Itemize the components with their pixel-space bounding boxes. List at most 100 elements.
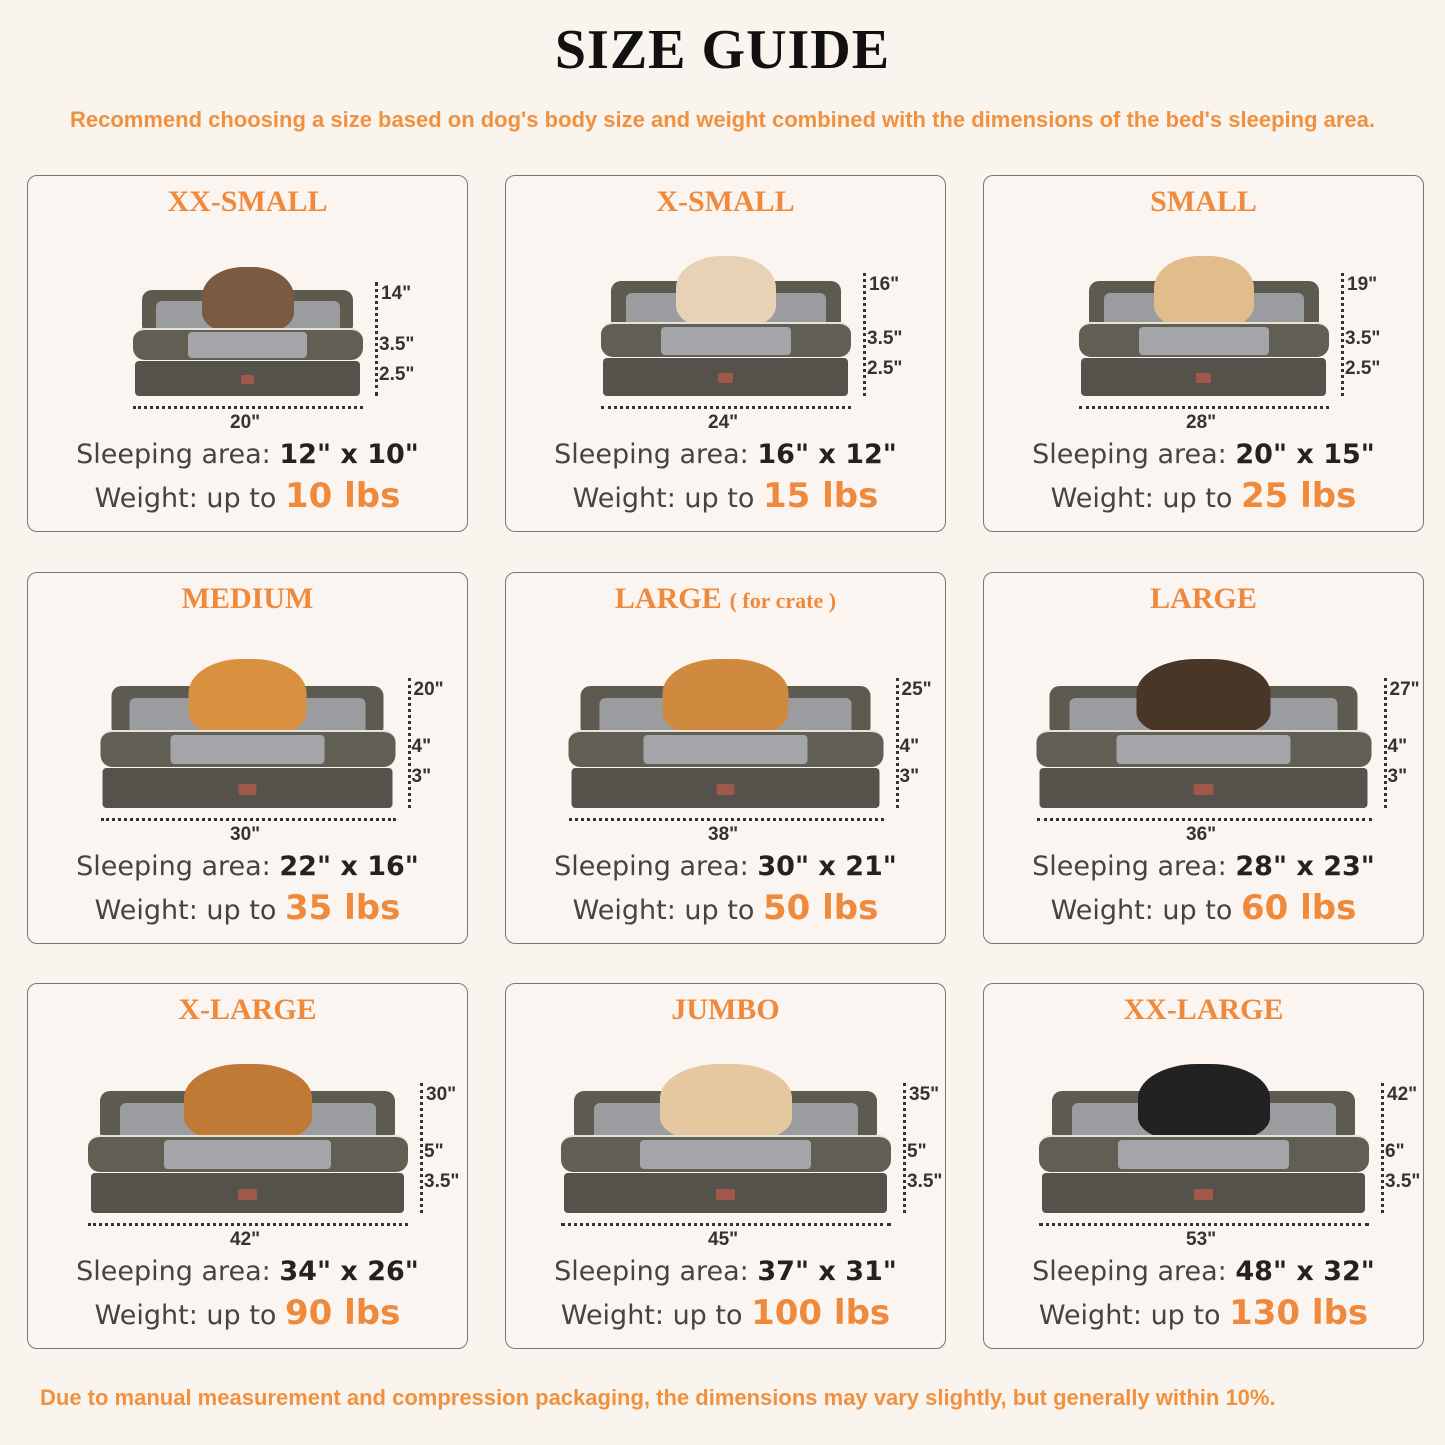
size-card: X-LARGE 42" 30" 5" 3.5" Sleeping area: 3… bbox=[27, 983, 468, 1349]
sleeping-area-value: 34" x 26" bbox=[279, 1256, 419, 1287]
side-height-dimension: 3.5" bbox=[867, 328, 903, 349]
size-name: LARGE bbox=[614, 582, 722, 615]
size-title: X-SMALL bbox=[506, 184, 945, 220]
size-card: JUMBO 45" 35" 5" 3.5" Sleeping area: 37"… bbox=[505, 983, 946, 1349]
pet-image bbox=[1153, 255, 1254, 327]
sleeping-area: Sleeping area: 48" x 32" bbox=[984, 1256, 1423, 1288]
width-measure-line bbox=[601, 406, 851, 409]
sleeping-area-value: 30" x 21" bbox=[757, 851, 897, 882]
weight-value: 50 lbs bbox=[762, 888, 879, 928]
weight-label: Weight: up to bbox=[560, 1300, 743, 1331]
base-height-dimension: 2.5" bbox=[379, 364, 415, 385]
size-title: JUMBO bbox=[506, 992, 945, 1028]
depth-dimension: 25" bbox=[901, 679, 932, 700]
size-name: MEDIUM bbox=[181, 582, 314, 615]
weight-limit: Weight: up to 35 lbs bbox=[28, 889, 467, 930]
size-name: X-SMALL bbox=[656, 185, 795, 218]
side-height-dimension: 3.5" bbox=[1345, 328, 1381, 349]
sleeping-area: Sleeping area: 37" x 31" bbox=[506, 1256, 945, 1288]
sleeping-area: Sleeping area: 30" x 21" bbox=[506, 851, 945, 883]
size-note: ( for crate ) bbox=[729, 588, 837, 613]
sleeping-area: Sleeping area: 28" x 23" bbox=[984, 851, 1423, 883]
height-measure-line bbox=[1341, 273, 1344, 396]
base-height-dimension: 3" bbox=[411, 766, 432, 787]
pet-image bbox=[201, 266, 294, 333]
weight-value: 90 lbs bbox=[284, 1293, 401, 1333]
sleeping-area-value: 12" x 10" bbox=[279, 439, 419, 470]
size-name: JUMBO bbox=[671, 993, 780, 1026]
side-height-dimension: 4" bbox=[899, 736, 920, 757]
weight-limit: Weight: up to 90 lbs bbox=[28, 1294, 467, 1335]
width-measure-line bbox=[1036, 818, 1372, 821]
weight-limit: Weight: up to 15 lbs bbox=[506, 477, 945, 518]
width-dimension: 36" bbox=[1186, 824, 1217, 845]
base-height-dimension: 3.5" bbox=[424, 1171, 460, 1192]
size-name: X-LARGE bbox=[178, 993, 317, 1026]
pet-image bbox=[188, 659, 307, 735]
side-height-dimension: 5" bbox=[424, 1141, 444, 1162]
sleeping-area: Sleeping area: 34" x 26" bbox=[28, 1256, 467, 1288]
bed-image-shiba-inu bbox=[568, 659, 883, 808]
height-measure-line bbox=[863, 273, 866, 396]
depth-dimension: 19" bbox=[1347, 274, 1378, 295]
width-measure-line bbox=[100, 818, 396, 821]
weight-value: 60 lbs bbox=[1240, 888, 1357, 928]
sleeping-area: Sleeping area: 12" x 10" bbox=[28, 439, 467, 471]
sleeping-area-value: 28" x 23" bbox=[1235, 851, 1375, 882]
sleeping-area-label: Sleeping area: bbox=[76, 1256, 271, 1287]
sleeping-area-label: Sleeping area: bbox=[1032, 851, 1227, 882]
weight-value: 100 lbs bbox=[751, 1293, 891, 1333]
base-height-dimension: 2.5" bbox=[1345, 358, 1381, 379]
size-name: LARGE bbox=[1150, 582, 1257, 615]
page-title: SIZE GUIDE bbox=[554, 19, 891, 81]
size-card: MEDIUM 30" 20" 4" 3" Sleeping area: 22" … bbox=[27, 572, 468, 944]
size-title: LARGE bbox=[984, 581, 1423, 617]
weight-label: Weight: up to bbox=[1050, 895, 1233, 926]
base-height-dimension: 3.5" bbox=[1385, 1171, 1421, 1192]
depth-dimension: 42" bbox=[1387, 1084, 1418, 1105]
height-measure-line bbox=[375, 282, 378, 396]
sleeping-area-value: 48" x 32" bbox=[1235, 1256, 1375, 1287]
sleeping-area-value: 20" x 15" bbox=[1235, 439, 1375, 470]
depth-dimension: 27" bbox=[1389, 679, 1420, 700]
pet-image bbox=[183, 1064, 312, 1140]
width-dimension: 38" bbox=[708, 824, 739, 845]
bed-image-shepherd bbox=[1036, 659, 1371, 808]
size-title: XX-LARGE bbox=[984, 992, 1423, 1028]
size-card: XX-LARGE 53" 42" 6" 3.5" Sleeping area: … bbox=[983, 983, 1424, 1349]
size-card: XX-SMALL 20" 14" 3.5" 2.5" Sleeping area… bbox=[27, 175, 468, 532]
size-title: LARGE ( for crate ) bbox=[506, 581, 945, 619]
sleeping-area-label: Sleeping area: bbox=[554, 439, 749, 470]
side-height-dimension: 4" bbox=[1387, 736, 1408, 757]
weight-value: 35 lbs bbox=[284, 888, 401, 928]
depth-dimension: 16" bbox=[869, 274, 900, 295]
size-name: XX-LARGE bbox=[1123, 993, 1284, 1026]
depth-dimension: 35" bbox=[909, 1084, 940, 1105]
bed-image-french-bulldog bbox=[1078, 255, 1329, 396]
pet-image bbox=[1136, 659, 1271, 735]
bed-image-labrador bbox=[560, 1064, 891, 1213]
height-measure-line bbox=[1381, 1083, 1384, 1213]
size-card: LARGE ( for crate ) 38" 25" 4" 3" Sleepin… bbox=[505, 572, 946, 944]
size-card: X-SMALL 24" 16" 3.5" 2.5" Sleeping area:… bbox=[505, 175, 946, 532]
size-card: LARGE 36" 27" 4" 3" Sleeping area: 28" x… bbox=[983, 572, 1424, 944]
footer-note: Due to manual measurement and compressio… bbox=[40, 1385, 1276, 1410]
sleeping-area-label: Sleeping area: bbox=[554, 1256, 749, 1287]
width-dimension: 24" bbox=[708, 412, 739, 433]
base-height-dimension: 3.5" bbox=[907, 1171, 943, 1192]
height-measure-line bbox=[903, 1083, 906, 1213]
side-height-dimension: 5" bbox=[907, 1141, 927, 1162]
width-measure-line bbox=[568, 818, 884, 821]
weight-limit: Weight: up to 25 lbs bbox=[984, 477, 1423, 518]
bed-image-corgi bbox=[100, 659, 395, 808]
size-card: SMALL 28" 19" 3.5" 2.5" Sleeping area: 2… bbox=[983, 175, 1424, 532]
base-height-dimension: 2.5" bbox=[867, 358, 903, 379]
sleeping-area: Sleeping area: 22" x 16" bbox=[28, 851, 467, 883]
weight-limit: Weight: up to 10 lbs bbox=[28, 477, 467, 518]
weight-label: Weight: up to bbox=[1038, 1300, 1221, 1331]
weight-value: 10 lbs bbox=[284, 476, 401, 516]
pet-image bbox=[1137, 1064, 1270, 1140]
weight-value: 130 lbs bbox=[1229, 1293, 1369, 1333]
weight-value: 25 lbs bbox=[1240, 476, 1357, 516]
sleeping-area-label: Sleeping area: bbox=[1032, 439, 1227, 470]
